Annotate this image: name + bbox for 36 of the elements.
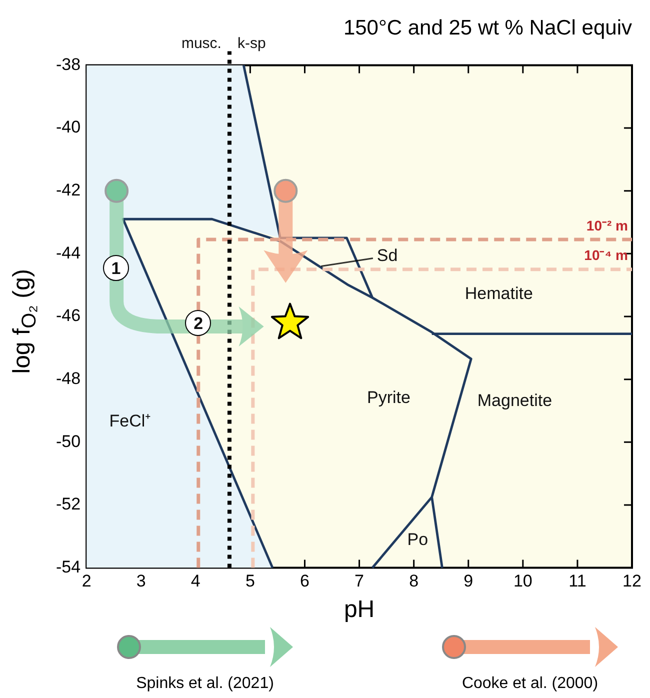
x-tick-label: 2 xyxy=(82,572,92,591)
chart-title: 150°C and 25 wt % NaCl equiv xyxy=(343,16,632,40)
series-label: 10⁻⁴ m xyxy=(584,247,628,264)
x-tick-label: 3 xyxy=(136,572,146,591)
x-tick-label: 5 xyxy=(245,572,255,591)
y-tick-label: -38 xyxy=(56,54,81,74)
annotation: Hematite xyxy=(464,284,533,304)
y-tick-label: -42 xyxy=(56,180,81,200)
annotation: Magnetite xyxy=(477,391,552,412)
y-tick-label: -40 xyxy=(56,118,81,137)
x-tick-label: 7 xyxy=(354,572,364,591)
x-tick-label: 10 xyxy=(513,572,532,591)
y-tick-label: -46 xyxy=(56,306,81,326)
x-tick-label: 9 xyxy=(464,572,474,591)
x-tick-label: 12 xyxy=(622,572,642,591)
y-tick-label: -54 xyxy=(56,557,81,576)
annotation: Pyrite xyxy=(367,388,410,408)
text: Spinks et al. (2021) xyxy=(135,675,275,693)
text: k-sp xyxy=(237,34,266,52)
annotation: Sd xyxy=(376,246,398,266)
y-tick-label: -50 xyxy=(56,432,81,451)
x-tick-label: 4 xyxy=(190,572,200,591)
annotation: 1 xyxy=(103,255,130,282)
annotation: Po xyxy=(407,530,428,550)
y-tick-label: -52 xyxy=(56,494,81,514)
x-tick-label: 6 xyxy=(300,572,310,591)
y-tick-label: -48 xyxy=(56,369,81,388)
text: musc. xyxy=(181,34,222,52)
annotation: 2 xyxy=(185,310,212,336)
x-tick-label: 8 xyxy=(409,572,419,591)
x-tick-label: 11 xyxy=(568,572,586,591)
series-label: 10⁻² m xyxy=(586,217,628,234)
y-tick-label: -44 xyxy=(56,243,81,262)
text: Cooke et al. (2000) xyxy=(460,675,600,693)
x-axis-title: pH xyxy=(344,596,375,624)
annotation: FeCl⁺ xyxy=(109,410,152,432)
